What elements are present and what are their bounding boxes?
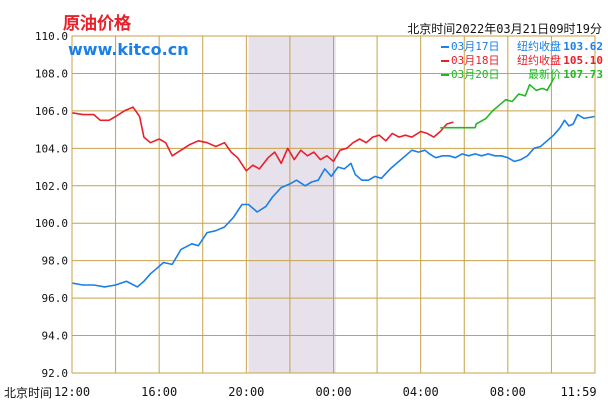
- legend: 03月17日 纽约收盘 103.62 03月18日 纽约收盘 105.10 03月20日…: [441, 40, 603, 82]
- x-tick-label: 16:00: [141, 385, 177, 399]
- chart-title: 原油价格: [63, 14, 131, 34]
- legend-value: 107.73: [563, 68, 603, 81]
- y-tick-label: 98.0: [42, 255, 69, 268]
- grid-lines: [71, 35, 596, 374]
- x-tick-label: 20:00: [228, 385, 264, 399]
- y-tick-label: 92.0: [42, 367, 69, 380]
- legend-kind: 纽约收盘: [517, 54, 561, 67]
- timestamp-beijing: 北京时间2022年03月21日09时19分: [407, 22, 602, 36]
- y-tick-label: 102.0: [35, 180, 68, 193]
- legend-value: 105.10: [563, 54, 603, 67]
- y-axis-labels: 92.0 94.0 96.0 98.0 100.0 102.0 104.0 106.0 108.…: [35, 30, 68, 380]
- series-line-03月20日: [440, 78, 555, 129]
- x-tick-label: 00:00: [315, 385, 351, 399]
- y-tick-label: 108.0: [35, 67, 68, 80]
- y-tick-label: 94.0: [42, 330, 69, 343]
- x-tick-label: 04:00: [403, 385, 439, 399]
- x-tick-label: 11:59: [560, 385, 596, 399]
- y-tick-label: 110.0: [35, 30, 68, 43]
- shaded-session-band: [248, 36, 336, 373]
- site-url-link[interactable]: www.kitco.cn: [68, 40, 189, 59]
- y-tick-label: 100.0: [35, 217, 68, 230]
- legend-value: 103.62: [563, 40, 603, 53]
- y-tick-label: 106.0: [35, 105, 68, 118]
- legend-date: 03月18日: [451, 54, 500, 67]
- legend-swatch: [441, 74, 449, 76]
- y-tick-label: 96.0: [42, 292, 69, 305]
- series-line-03月17日: [71, 113, 595, 288]
- legend-row-0317: 03月17日 纽约收盘 103.62: [441, 40, 603, 54]
- legend-swatch: [441, 60, 449, 62]
- x-axis-prefix-label: 北京时间: [4, 386, 53, 400]
- x-tick-label: 08:00: [490, 385, 526, 399]
- x-tick-label: 12:00: [54, 385, 90, 399]
- legend-swatch: [441, 46, 449, 48]
- legend-date: 03月17日: [451, 40, 500, 53]
- x-axis-labels: 12:00 16:00 20:00 00:00 04:00 08:00 11:59: [54, 385, 597, 399]
- legend-kind: 最新价: [528, 68, 561, 81]
- plot-frame: [71, 35, 596, 374]
- legend-row-0318: 03月18日 纽约收盘 105.10: [441, 54, 603, 68]
- price-series: [71, 78, 595, 288]
- series-line-03月18日: [71, 106, 454, 172]
- legend-date: 03月20日: [451, 68, 500, 81]
- legend-row-0320: 03月20日 最新价 107.73: [441, 68, 603, 82]
- y-tick-label: 104.0: [35, 142, 68, 155]
- legend-kind: 纽约收盘: [517, 40, 561, 53]
